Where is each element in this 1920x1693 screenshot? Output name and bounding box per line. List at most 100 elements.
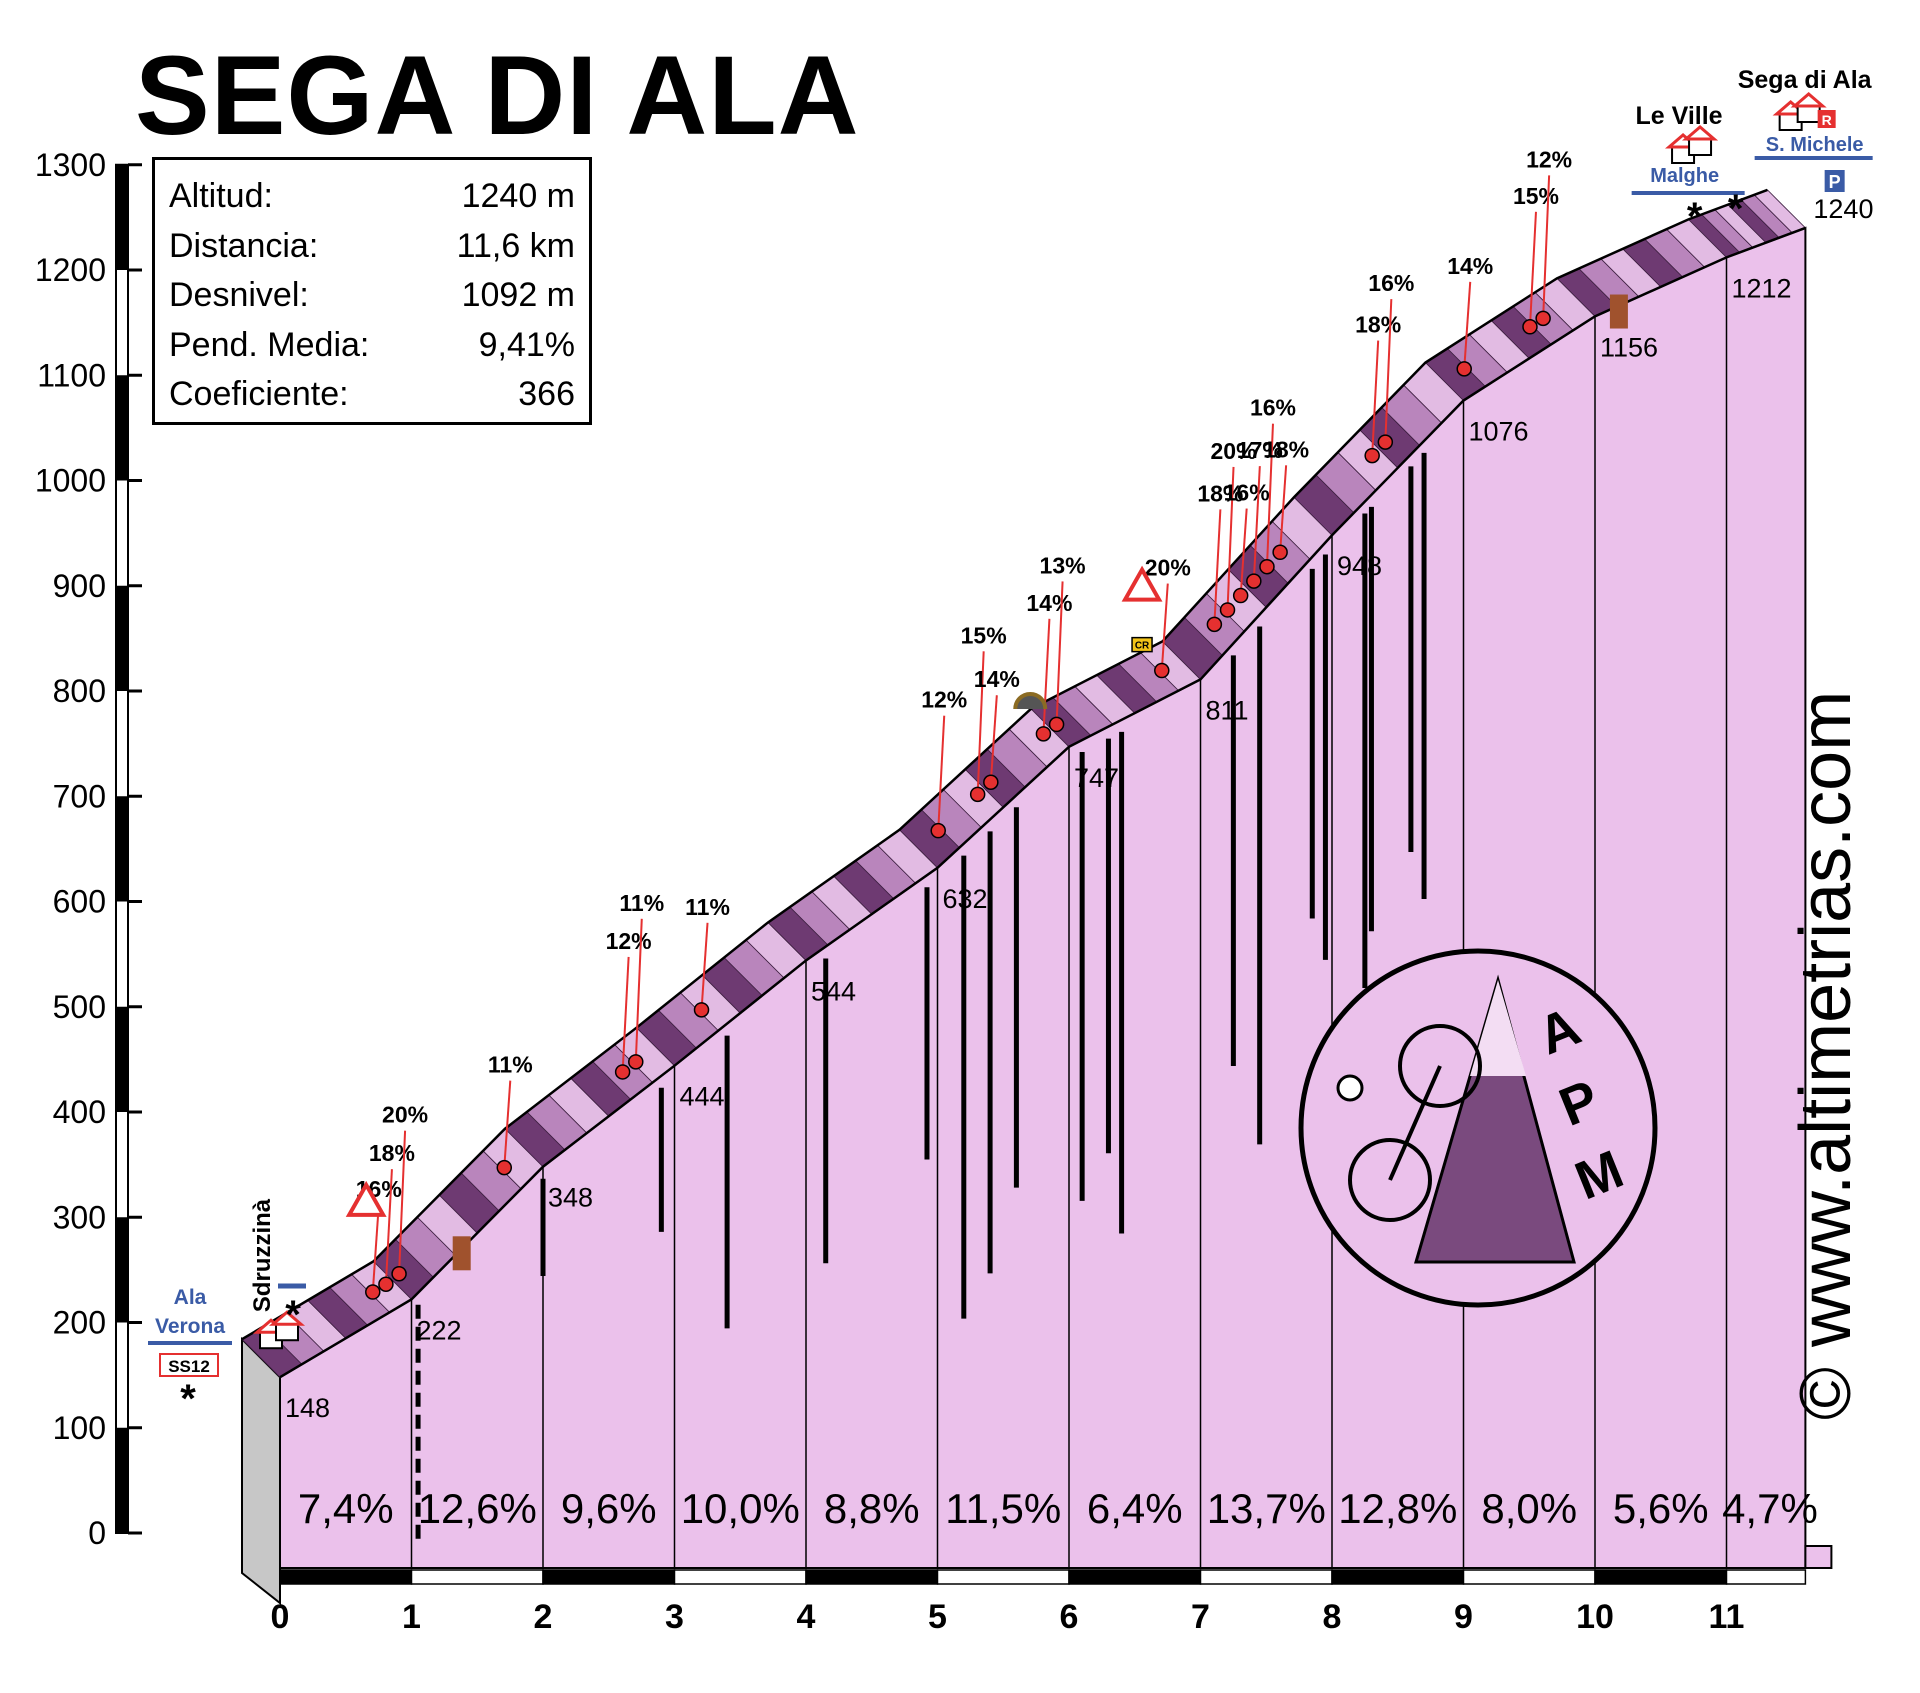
- x-tick-label: 2: [534, 1598, 553, 1636]
- sign-verona: Verona: [155, 1315, 225, 1338]
- x-axis-segment: [1594, 1569, 1728, 1585]
- place-label-sega-di-ala: Sega di Ala: [1738, 66, 1873, 94]
- y-tick-label: 400: [53, 1094, 106, 1130]
- steep-leader: [1279, 465, 1288, 553]
- steep-warning-icon: [1121, 565, 1163, 602]
- steep-leader: [621, 956, 630, 1073]
- steep-label: 18%: [1197, 480, 1243, 506]
- steep-marker: [930, 822, 946, 839]
- road-near-edge: [279, 226, 1806, 1379]
- stat-altitud: Altitud: 1240 m: [169, 172, 575, 222]
- steep-marker: [1535, 310, 1551, 327]
- asterisk-icon: *: [180, 1377, 196, 1421]
- gradient-label: 7,4%: [298, 1485, 394, 1532]
- steep-label: 16%: [1224, 480, 1270, 506]
- steep-label: 14%: [1447, 253, 1493, 279]
- x-tick-label: 1: [402, 1598, 421, 1636]
- stat-value: 1092 m: [461, 276, 575, 314]
- stat-label: Altitud:: [169, 177, 273, 215]
- elevation-label: 1076: [1469, 417, 1529, 447]
- x-axis-segment: [936, 1569, 1070, 1585]
- steep-label: 20%: [382, 1102, 428, 1128]
- y-tick-label: 1200: [35, 252, 106, 288]
- y-axis-segment: [116, 1006, 128, 1112]
- steep-leader: [1252, 466, 1261, 582]
- roof-icon: [1681, 125, 1719, 141]
- gradient-label: 12,6%: [418, 1485, 537, 1532]
- bike-wheel-icon: [1348, 1138, 1432, 1222]
- x-tick-label: 4: [797, 1598, 816, 1636]
- place-label-le-ville: Le Ville: [1636, 102, 1723, 130]
- steep-marker: [1246, 573, 1262, 589]
- steep-leader: [1371, 340, 1380, 456]
- steep-marker: [1272, 544, 1288, 561]
- x-tick-label: 10: [1576, 1598, 1614, 1636]
- steep-marker: [969, 786, 986, 803]
- gradient-label: 8,0%: [1481, 1485, 1577, 1532]
- bike-wheel-icon: [1398, 1024, 1482, 1108]
- gradient-label: 8,8%: [824, 1485, 920, 1532]
- gradient-label: 12,8%: [1338, 1485, 1457, 1532]
- road-badge: [159, 1353, 219, 1377]
- steep-marker: [1206, 616, 1223, 633]
- gradient-labels: 7,4% 12,6% 9,6% 10,0% 8,8% 11,5% 6,4% 13,7% 12,8…: [298, 1485, 1818, 1532]
- tunnel-icon: [1013, 692, 1048, 710]
- elevation-label: 1156: [1600, 332, 1658, 362]
- steep-marker: [1259, 558, 1275, 575]
- steep-marker: [1377, 434, 1394, 450]
- steep-marker: [496, 1159, 513, 1176]
- steep-label: 11%: [685, 894, 730, 920]
- steep-leader: [1042, 618, 1051, 734]
- x-axis-segment: [1199, 1569, 1333, 1585]
- steep-leader: [1226, 466, 1235, 610]
- asterisk-icon: *: [1728, 187, 1744, 231]
- stat-label: Distancia:: [169, 226, 319, 265]
- steep-leader: [1239, 508, 1248, 596]
- steep-label: 16%: [1250, 395, 1296, 421]
- y-axis-segment: [116, 1217, 128, 1323]
- chart-title: SEGA DI ALA: [135, 33, 860, 158]
- steep-marker: [365, 1284, 381, 1300]
- x-axis-segment: [1068, 1569, 1202, 1585]
- y-axis-segment: [116, 164, 128, 270]
- y-tick-label: 0: [88, 1515, 106, 1551]
- steep-marker: [1219, 602, 1236, 618]
- elevation-label: 148: [285, 1393, 330, 1423]
- steep-label: 18%: [1355, 312, 1401, 338]
- steep-leader: [1463, 281, 1472, 369]
- steep-leader: [503, 1080, 512, 1168]
- bike-frame-icon: [1388, 1065, 1442, 1181]
- steep-marker: [1522, 319, 1538, 335]
- gradient-label: 13,7%: [1207, 1485, 1326, 1532]
- mountain-icon: [1414, 974, 1576, 1264]
- sign-malghe: Malghe: [1650, 165, 1719, 187]
- elevation-area: [279, 226, 1807, 1569]
- elevation-label: 544: [811, 976, 856, 1006]
- y-tick-label: 500: [53, 989, 106, 1025]
- steep-label: 15%: [961, 622, 1007, 648]
- steep-leader: [1213, 509, 1222, 625]
- watermark: © www.altimetrias.com: [1786, 690, 1866, 1420]
- x-tick-label: 6: [1060, 1598, 1079, 1636]
- steep-label: 18%: [369, 1140, 415, 1166]
- y-axis-segment: [116, 375, 128, 481]
- profile-end-cap: [1804, 1545, 1833, 1569]
- steep-leader: [1542, 175, 1551, 319]
- steep-leader: [1384, 299, 1393, 443]
- x-tick-label: 0: [271, 1598, 290, 1636]
- steep-leader: [937, 715, 946, 831]
- sign-r: R: [1822, 112, 1832, 128]
- gradient-label: 6,4%: [1087, 1485, 1183, 1532]
- elevation-label: 632: [943, 884, 988, 914]
- y-tick-label: 700: [53, 778, 106, 814]
- elevation-label: 444: [680, 1082, 725, 1112]
- x-axis-segment: [1331, 1569, 1465, 1585]
- rider-head-icon: [1336, 1074, 1364, 1102]
- sign-p: P: [1829, 172, 1841, 192]
- steep-leader: [371, 1204, 380, 1293]
- gradient-label: 10,0%: [681, 1485, 800, 1532]
- steep-label: 11%: [488, 1052, 533, 1078]
- stat-label: Desnivel:: [169, 276, 309, 314]
- steep-markers: 16%18%20%11%12%11% 11%12%15%14%14%13% 20%1…: [356, 146, 1572, 1300]
- steep-label: 20%: [1211, 438, 1257, 464]
